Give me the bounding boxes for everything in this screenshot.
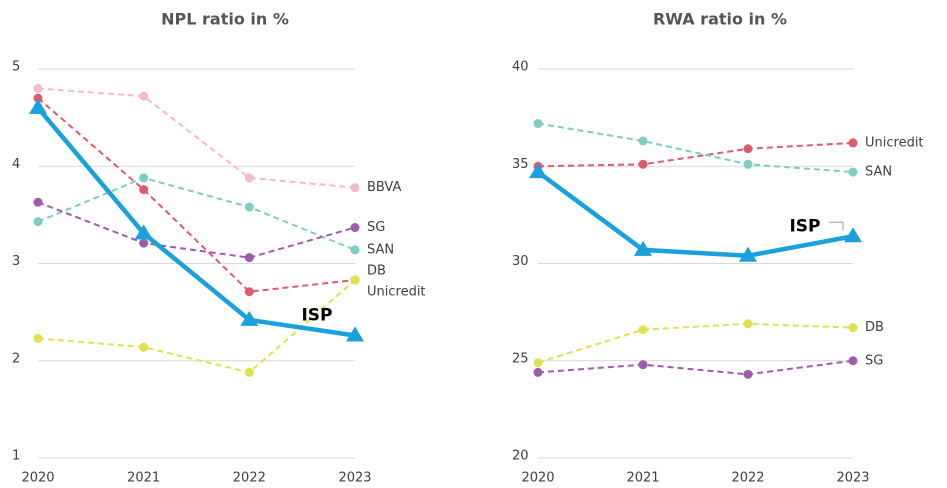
- point-marker: [244, 202, 254, 212]
- x-tick-label: 2020: [521, 471, 554, 486]
- point-marker: [33, 197, 43, 207]
- point-marker: [346, 326, 364, 342]
- series-label: SAN: [865, 165, 892, 180]
- point-marker: [848, 323, 858, 333]
- point-marker: [638, 360, 648, 370]
- point-marker: [33, 217, 43, 227]
- point-marker: [134, 224, 153, 240]
- series-label: DB: [865, 320, 884, 335]
- point-marker: [350, 223, 360, 233]
- series-label: SG: [865, 353, 883, 368]
- series-label: BBVA: [367, 180, 401, 195]
- series-label: DB: [367, 264, 386, 279]
- point-marker: [29, 98, 47, 114]
- point-marker: [33, 333, 43, 343]
- point-marker: [139, 173, 149, 183]
- point-marker: [244, 173, 254, 183]
- series-line: [537, 322, 854, 364]
- series-line: [36, 106, 356, 338]
- series-label: ISP: [301, 305, 332, 325]
- series-label: SAN: [367, 242, 394, 257]
- y-tick-label: 3: [12, 254, 20, 269]
- y-tick-label: 30: [512, 254, 529, 269]
- series-label: ISP: [789, 216, 820, 236]
- x-tick-label: 2023: [836, 471, 869, 486]
- chart-title: RWA ratio in %: [653, 10, 787, 29]
- point-marker: [244, 367, 254, 377]
- series-line: [537, 141, 854, 168]
- point-marker: [533, 358, 543, 368]
- point-marker: [848, 167, 858, 177]
- x-tick-label: 2022: [731, 471, 764, 486]
- point-marker: [743, 159, 753, 169]
- y-tick-label: 25: [512, 351, 529, 366]
- point-marker: [739, 246, 757, 262]
- x-tick-label: 2020: [21, 471, 54, 486]
- point-marker: [244, 253, 254, 263]
- point-marker: [848, 138, 858, 148]
- series-line: [37, 87, 356, 189]
- point-marker: [240, 310, 259, 326]
- point-marker: [350, 183, 360, 193]
- point-marker: [638, 325, 648, 335]
- point-marker: [139, 238, 149, 248]
- point-marker: [529, 163, 547, 179]
- point-marker: [743, 369, 753, 379]
- x-tick-label: 2023: [338, 471, 371, 486]
- y-tick-label: 40: [512, 60, 529, 75]
- point-marker: [139, 185, 149, 195]
- point-marker: [844, 227, 862, 243]
- y-tick-label: 1: [12, 449, 20, 464]
- y-tick-label: 4: [12, 157, 20, 172]
- point-marker: [33, 93, 43, 103]
- series-line: [537, 122, 854, 174]
- x-tick-label: 2022: [233, 471, 266, 486]
- point-marker: [638, 136, 648, 146]
- point-marker: [638, 159, 648, 169]
- series-line: [536, 170, 854, 258]
- series-label: SG: [367, 220, 385, 235]
- point-marker: [350, 275, 360, 285]
- point-marker: [33, 83, 43, 93]
- y-tick-label: 2: [12, 351, 20, 366]
- point-marker: [533, 118, 543, 128]
- point-marker: [139, 91, 149, 101]
- series-label: Unicredit: [367, 285, 426, 300]
- series-line: [37, 176, 356, 251]
- x-tick-label: 2021: [127, 471, 160, 486]
- point-marker: [634, 240, 652, 256]
- point-marker: [533, 367, 543, 377]
- point-marker: [743, 144, 753, 154]
- y-tick-label: 35: [512, 157, 529, 172]
- x-tick-label: 2021: [626, 471, 659, 486]
- point-marker: [848, 356, 858, 366]
- series-line: [37, 97, 356, 293]
- series-line: [537, 359, 854, 376]
- y-tick-label: 20: [512, 449, 529, 464]
- series-label: Unicredit: [865, 135, 924, 150]
- point-marker: [743, 319, 753, 329]
- label-bracket: [829, 221, 844, 231]
- point-marker: [350, 245, 360, 255]
- point-marker: [244, 287, 254, 297]
- chart-title: NPL ratio in %: [161, 10, 289, 29]
- series-line: [37, 201, 356, 259]
- point-marker: [139, 342, 149, 352]
- y-tick-label: 5: [12, 60, 20, 75]
